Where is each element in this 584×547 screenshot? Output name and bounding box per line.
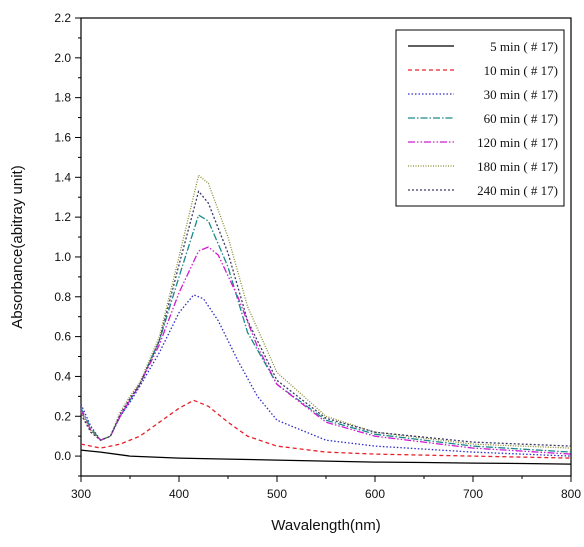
y-tick-label: 0.2 xyxy=(54,409,71,423)
y-tick-label: 0.4 xyxy=(54,369,71,383)
legend-label: 10 min ( # 17) xyxy=(484,63,558,78)
y-tick-label: 0.0 xyxy=(54,449,71,463)
y-tick-label: 1.2 xyxy=(54,210,71,224)
series-line-4 xyxy=(80,214,572,453)
x-tick-label: 700 xyxy=(463,487,483,501)
legend-label: 5 min ( # 17) xyxy=(490,39,558,54)
y-tick-label: 2.0 xyxy=(54,51,71,65)
y-tick-label: 0.8 xyxy=(54,290,71,304)
series-lines xyxy=(80,174,572,465)
series-line-1 xyxy=(80,449,572,465)
y-tick-label: 1.8 xyxy=(54,91,71,105)
x-axis-ticks: 300 400 500 600 700 800 xyxy=(71,476,581,501)
legend-label: 30 min ( # 17) xyxy=(484,87,558,102)
y-tick-label: 1.4 xyxy=(54,170,71,184)
y-tick-label: 1.6 xyxy=(54,130,71,144)
y-tick-label: 1.0 xyxy=(54,250,71,264)
legend-label: 60 min ( # 17) xyxy=(484,111,558,126)
legend-label: 120 min ( # 17) xyxy=(477,135,558,150)
legend: 5 min ( # 17) 10 min ( # 17) 30 min ( # 17… xyxy=(395,29,565,207)
series-line-7 xyxy=(80,190,572,447)
series-line-2 xyxy=(80,399,572,459)
x-tick-label: 800 xyxy=(561,487,581,501)
y-tick-label: 2.2 xyxy=(54,11,71,25)
series-line-3 xyxy=(80,294,572,457)
legend-label: 180 min ( # 17) xyxy=(477,159,558,174)
x-tick-label: 600 xyxy=(365,487,385,501)
x-axis-label: Wavalength(nm) xyxy=(271,517,380,534)
y-axis-label: Absorbance(abitray unit) xyxy=(9,165,26,328)
x-tick-label: 300 xyxy=(71,487,91,501)
x-tick-label: 400 xyxy=(169,487,189,501)
x-tick-label: 500 xyxy=(267,487,287,501)
y-axis-ticks: 0.0 0.2 0.4 0.6 0.8 1.0 1.2 1.4 1.6 1.8 2.0 2.2 xyxy=(54,11,81,477)
y-tick-label: 0.6 xyxy=(54,330,71,344)
series-line-6 xyxy=(80,174,572,449)
legend-label: 240 min ( # 17) xyxy=(477,183,558,198)
